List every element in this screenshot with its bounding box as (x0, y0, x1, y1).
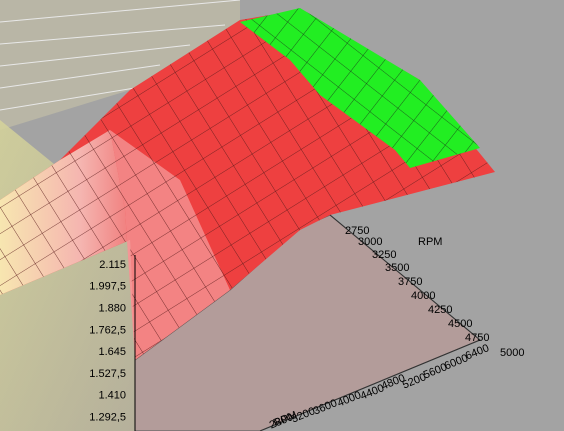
z-tick-label: 1.292,5 (89, 412, 126, 424)
rpm-axis-title: RPM (418, 236, 442, 248)
rpm-tick-label: 3500 (385, 262, 409, 274)
z-tick-label: 1.410 (98, 390, 126, 402)
rpm-tick-label: 4000 (411, 290, 435, 302)
z-tick-label: 1.997,5 (89, 281, 126, 293)
z-tick-label: 2.115 (99, 259, 126, 271)
z-tick-label: 1.645 (98, 346, 126, 358)
z-tick-label: 1.527,5 (89, 368, 126, 380)
wall-lines (0, 0, 241, 111)
rpm-tick-label: 2750 (345, 225, 369, 237)
rpm-tick-label: 3000 (358, 236, 382, 248)
rpm-axis-line (329, 214, 481, 341)
rpm-tick-label: 4750 (465, 332, 489, 344)
rpm-tick-label: 5000 (500, 347, 524, 359)
highlight-mesh (240, 8, 480, 168)
rpm-tick-label: 4500 (448, 318, 472, 330)
back-wall (0, 0, 240, 130)
rpm-tick-label: 4250 (428, 304, 452, 316)
z-tick-label: 1.762,5 (89, 324, 126, 336)
rpm-tick-label: 3750 (398, 276, 422, 288)
z-tick-label: 1.880 (98, 303, 126, 315)
rpm-tick-label: 3250 (372, 249, 396, 261)
second-axis-line (259, 339, 481, 431)
